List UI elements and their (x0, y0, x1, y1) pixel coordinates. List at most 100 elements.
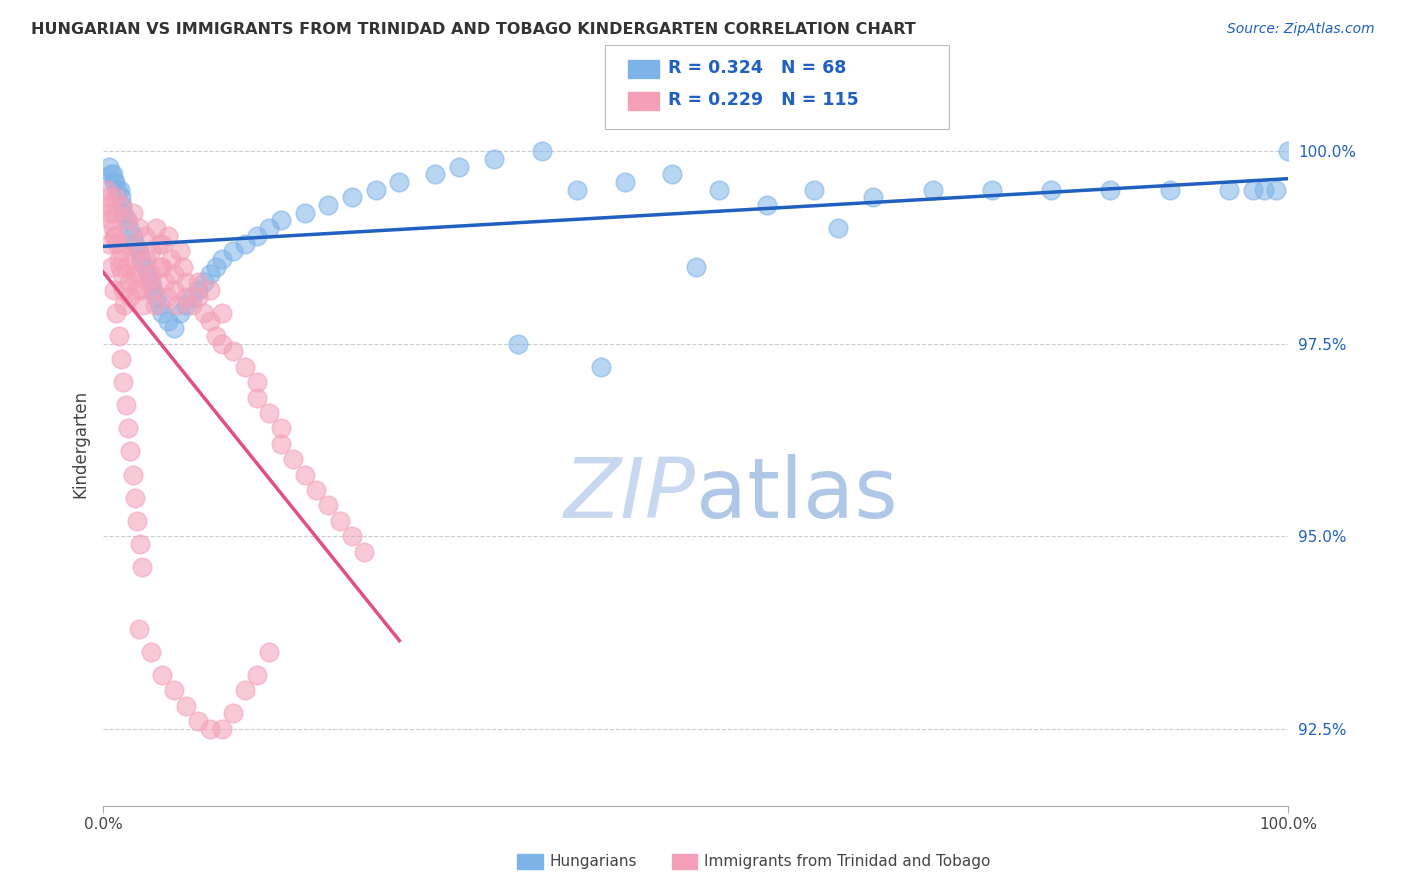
Point (157, 313, 180, 327)
Point (1277, 144, 1299, 158)
Point (103, 175, 125, 189)
Point (98, 236, 121, 251)
Point (124, 236, 146, 251)
Point (222, 244, 245, 259)
Point (270, 436, 292, 450)
Point (174, 290, 197, 304)
Point (110, 198, 132, 212)
Point (181, 290, 204, 304)
Point (294, 206, 316, 220)
Point (110, 190, 132, 204)
Point (131, 560, 153, 574)
Point (108, 183, 131, 197)
Point (105, 306, 128, 320)
Point (174, 698, 197, 713)
Point (294, 467, 316, 482)
Point (198, 283, 221, 297)
Point (388, 175, 411, 189)
Point (163, 283, 186, 297)
Point (204, 329, 226, 343)
Point (117, 421, 139, 435)
Point (125, 283, 148, 297)
Y-axis label: Kindergarten: Kindergarten (72, 390, 89, 498)
Text: ZIP: ZIP (564, 454, 696, 535)
Point (187, 275, 209, 289)
Point (128, 268, 150, 282)
Point (827, 221, 849, 235)
Point (530, 144, 553, 158)
Point (211, 252, 233, 266)
Point (862, 190, 884, 204)
Point (159, 252, 181, 266)
Point (150, 260, 173, 274)
Point (98, 160, 121, 174)
Point (98, 206, 121, 220)
Text: R = 0.229   N = 115: R = 0.229 N = 115 (668, 91, 859, 109)
Point (1253, 183, 1275, 197)
Point (1241, 183, 1264, 197)
Point (153, 275, 176, 289)
Point (121, 467, 143, 482)
Point (921, 183, 943, 197)
Point (423, 167, 446, 181)
Point (482, 152, 505, 166)
Point (353, 544, 375, 558)
Point (565, 183, 588, 197)
Point (198, 722, 221, 736)
Point (112, 375, 135, 389)
Point (233, 683, 256, 698)
Text: Source: ZipAtlas.com: Source: ZipAtlas.com (1227, 22, 1375, 37)
Point (222, 344, 245, 359)
Point (257, 221, 280, 235)
Point (211, 722, 233, 736)
Point (112, 206, 135, 220)
Point (364, 183, 387, 197)
Point (103, 228, 125, 243)
Point (447, 160, 470, 174)
Point (198, 268, 221, 282)
Point (121, 252, 143, 266)
Point (120, 444, 142, 458)
Point (112, 283, 135, 297)
Point (139, 275, 162, 289)
Point (257, 406, 280, 420)
Point (755, 198, 778, 212)
Text: HUNGARIAN VS IMMIGRANTS FROM TRINIDAD AND TOBAGO KINDERGARTEN CORRELATION CHART: HUNGARIAN VS IMMIGRANTS FROM TRINIDAD AN… (31, 22, 915, 37)
Point (149, 298, 172, 312)
Point (181, 298, 204, 312)
Point (187, 283, 209, 297)
Point (613, 175, 636, 189)
Point (187, 714, 209, 728)
Point (101, 167, 124, 181)
Point (134, 228, 156, 243)
Point (115, 260, 138, 274)
Text: atlas: atlas (696, 454, 897, 535)
Point (135, 252, 157, 266)
Point (1218, 183, 1240, 197)
Point (128, 244, 150, 259)
Point (157, 228, 180, 243)
Point (139, 244, 162, 259)
Point (100, 213, 122, 227)
Point (145, 221, 167, 235)
Point (110, 244, 132, 259)
Point (211, 306, 233, 320)
Point (148, 236, 170, 251)
Point (506, 336, 529, 351)
Point (107, 329, 129, 343)
Point (1265, 183, 1288, 197)
Point (128, 221, 150, 235)
Point (1099, 183, 1122, 197)
Point (121, 228, 143, 243)
Point (163, 268, 186, 282)
Point (124, 491, 146, 505)
Point (803, 183, 825, 197)
Point (246, 667, 269, 681)
Point (105, 183, 128, 197)
Point (709, 183, 731, 197)
Point (139, 268, 162, 282)
Text: Hungarians: Hungarians (550, 854, 637, 869)
Point (108, 260, 131, 274)
Point (281, 452, 304, 467)
Point (156, 290, 179, 304)
